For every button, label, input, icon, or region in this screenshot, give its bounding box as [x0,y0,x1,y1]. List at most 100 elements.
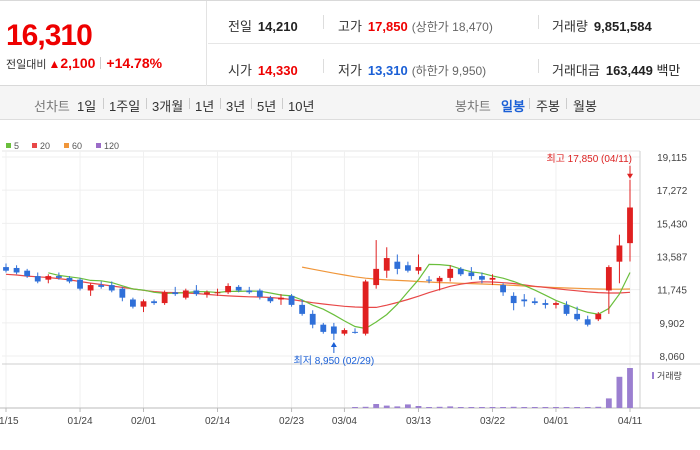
candle-body [352,331,358,333]
candle-monthly[interactable]: 월봉 [573,99,597,114]
stat-label: 고가 [338,19,362,34]
candle-body [235,286,242,291]
volume-bar [627,368,633,408]
period-3m[interactable]: 3개월 [152,99,184,114]
candle-weekly[interactable]: 주봉 [536,99,560,114]
candle-body [13,267,20,273]
legend-swatch-120 [96,143,101,148]
limit-label: (하한가 [411,64,449,78]
volume-bar [479,407,485,408]
stat-amount: 거래대금 163,449 백만 [552,60,680,79]
volume-bar [584,407,591,408]
candle-body [521,299,528,302]
x-tick-label: 01/15 [0,416,19,427]
chart-legend: 5 20 60 120 [6,141,119,151]
legend-swatch-60 [64,143,69,148]
stat-label: 시가 [228,63,252,78]
stock-chart: 5 20 60 120 최고 17,850 (04/11) 최저 8,950 (02/2… [0,121,700,450]
candle-body [362,281,369,334]
stat-value: 163,449 [605,63,653,78]
volume-bar [489,407,496,408]
stat-limit: (상한가 18,470) [412,20,493,34]
divider [529,98,530,109]
stats-panel: 전일 14,210 고가 17,850 (상한가 18,470) 거래량 9,851,5… [208,1,700,86]
candle-daily[interactable]: 일봉 [501,99,525,114]
candle-body [373,268,380,286]
period-1y[interactable]: 1년 [195,99,215,114]
candle-body [34,276,41,282]
x-tick-label: 03/13 [406,416,431,427]
period-5y[interactable]: 5년 [257,99,277,114]
period-3y[interactable]: 3년 [226,99,246,114]
divider [189,98,190,109]
candle-body [108,285,115,291]
stat-value: 13,310 [367,63,408,78]
candle-body [468,272,475,277]
candle-body [574,313,581,320]
candle-body [531,301,538,304]
candle-chart-label: 봉차트 [455,99,491,114]
candle-body [605,267,612,291]
candle-body [225,285,232,293]
change-label: 전일대비 [6,59,47,71]
candle-body [256,290,263,297]
divider [103,98,104,109]
x-tick-label: 04/11 [618,416,643,427]
candle-body [140,301,147,307]
candle-body [553,303,559,305]
candle-body [24,270,31,277]
moving-averages [5,263,631,330]
legend-label-5: 5 [14,141,19,151]
divider [538,59,539,73]
candle-body [193,290,200,295]
change-amount: 2,100 [60,55,96,71]
price-summary: 16,310 전일대비 ▲2,100 +14.78% [0,1,207,86]
volume-legend-swatch [652,372,654,379]
y-tick-label: 13,587 [657,253,688,264]
chart-grid [0,150,700,409]
volume-bar [616,376,623,408]
candle-body [77,279,83,289]
candle-body [278,297,284,300]
candle-body [172,292,179,295]
candle-body [330,326,337,334]
divider [538,15,539,29]
candle-body [383,258,390,271]
period-10y[interactable]: 10년 [288,99,315,114]
volume-bar [457,407,464,408]
volume-bar [563,407,570,408]
candle-body [204,292,210,295]
limit-value: 18,470) [452,20,493,34]
candle-body [55,276,62,278]
candle-body [309,313,316,325]
candle-body [98,285,105,287]
low-annotation-label: 최저 8,950 (02/29) [294,355,375,367]
stat-volume: 거래량 9,851,584 [552,16,652,35]
candles [3,179,633,340]
volume-bar [542,407,549,408]
change-percent: +14.78% [106,55,163,71]
x-tick-label: 02/23 [279,416,304,427]
period-1w[interactable]: 1주일 [109,99,141,114]
stats-divider [208,43,700,44]
candle-body [479,276,485,280]
annotations: 최고 17,850 (04/11) 최저 8,950 (02/29) [294,153,633,367]
candle-body [436,277,443,282]
y-tick-label: 8,060 [659,352,684,363]
legend-label-120: 120 [104,141,119,151]
divider [251,98,252,109]
legend-swatch-5 [6,143,11,148]
ma5-line [48,263,631,330]
high-annotation-label: 최고 17,850 (04/11) [547,153,633,165]
candle-body [161,292,168,304]
volume-bar [468,407,475,408]
stat-prev-close: 전일 14,210 [228,16,298,35]
y-axis: 19,115 17,272 15,430 13,587 11,745 9,902 8,060 [657,153,688,363]
stat-value: 14,210 [257,19,298,34]
current-price: 16,310 [6,19,93,52]
candle-body [267,297,274,302]
candle-body [341,330,348,334]
period-1d[interactable]: 1일 [77,99,97,114]
volume-bar [404,404,411,408]
legend-label-20: 20 [40,141,50,151]
